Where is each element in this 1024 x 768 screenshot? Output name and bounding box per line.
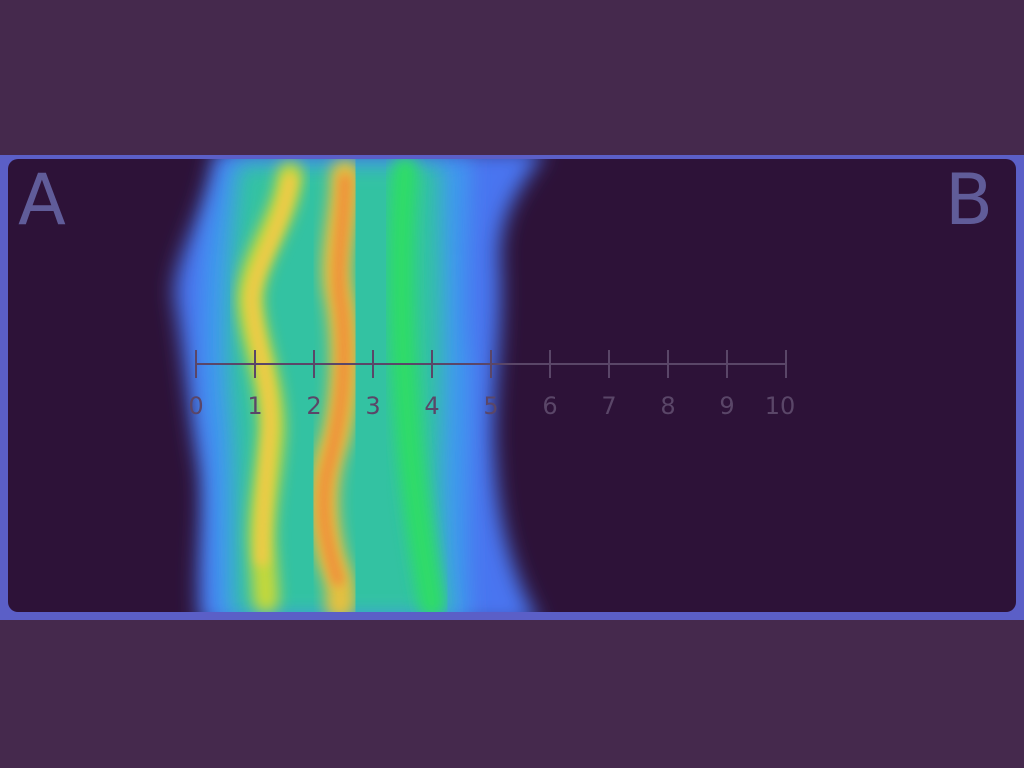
scale-tick-label: 3 <box>365 392 380 420</box>
scale-tick-label: 10 <box>765 392 796 420</box>
scale-tick-label: 7 <box>601 392 616 420</box>
display-panel-border <box>0 155 1024 620</box>
display-panel <box>8 159 1016 612</box>
distance-scale: 0 1 2 3 4 5 6 7 8 9 10 <box>188 350 795 420</box>
scale-tick-label: 9 <box>719 392 734 420</box>
scale-tick-label: 4 <box>424 392 439 420</box>
scale-tick-label: 5 <box>483 392 498 420</box>
scale-tick-label: 0 <box>188 392 203 420</box>
scale-tick-label: 2 <box>306 392 321 420</box>
label-a: A <box>18 159 66 241</box>
heat-stripe-yellow-left-core <box>245 174 296 566</box>
scale-tick-label: 8 <box>660 392 675 420</box>
heat-stripe-orange-core <box>317 174 351 586</box>
scale-tick-label: 1 <box>247 392 262 420</box>
label-b: B <box>945 159 994 241</box>
scale-tick-label: 6 <box>542 392 557 420</box>
heat-stripe-green <box>388 159 445 612</box>
